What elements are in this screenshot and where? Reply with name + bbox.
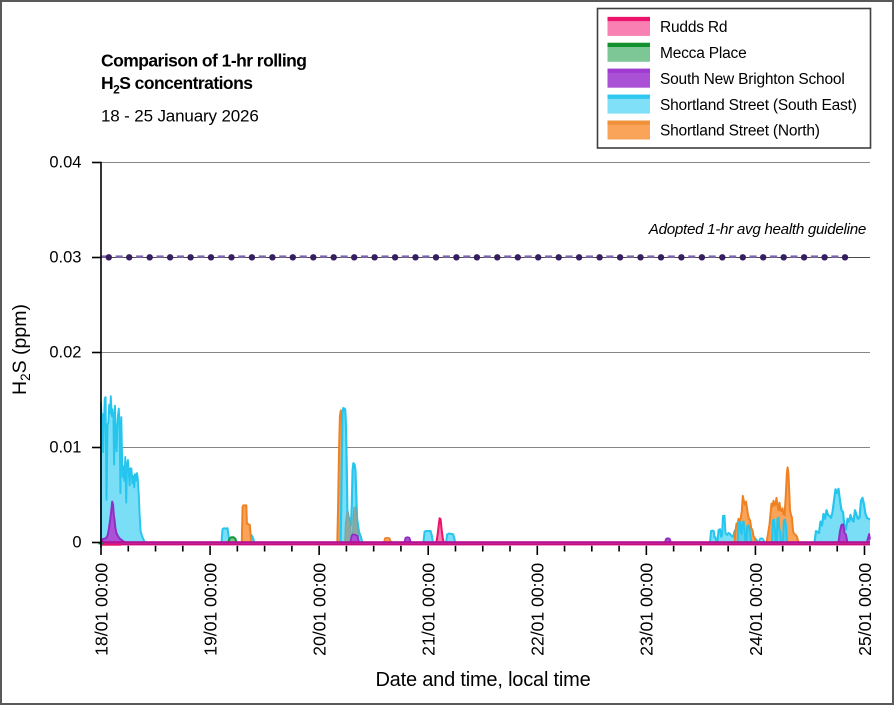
- svg-text:18/01 00:00: 18/01 00:00: [91, 563, 111, 656]
- svg-text:0.04: 0.04: [49, 153, 81, 171]
- svg-text:H2S concentrations: H2S concentrations: [101, 73, 253, 97]
- svg-text:24/01 00:00: 24/01 00:00: [746, 563, 766, 656]
- svg-text:Comparison of 1-hr rolling: Comparison of 1-hr rolling: [101, 51, 306, 71]
- svg-text:South New Brighton School: South New Brighton School: [660, 71, 845, 88]
- svg-text:23/01 00:00: 23/01 00:00: [637, 563, 657, 656]
- svg-text:0.03: 0.03: [49, 248, 81, 266]
- svg-text:18 - 25 January 2026: 18 - 25 January 2026: [101, 107, 259, 126]
- svg-text:Shortland Street (South East): Shortland Street (South East): [660, 97, 857, 114]
- svg-text:0.01: 0.01: [49, 438, 81, 456]
- svg-text:21/01 00:00: 21/01 00:00: [419, 563, 439, 656]
- svg-text:Date and time, local time: Date and time, local time: [375, 669, 590, 691]
- svg-text:0: 0: [72, 533, 81, 551]
- svg-text:20/01 00:00: 20/01 00:00: [310, 563, 330, 656]
- svg-text:H2S (ppm): H2S (ppm): [9, 304, 33, 395]
- svg-text:19/01 00:00: 19/01 00:00: [201, 563, 221, 656]
- svg-text:Rudds Rd: Rudds Rd: [660, 19, 727, 36]
- svg-text:Adopted 1-hr avg health guidel: Adopted 1-hr avg health guideline: [648, 221, 866, 238]
- svg-text:Shortland Street (North): Shortland Street (North): [660, 123, 820, 140]
- svg-text:25/01 00:00: 25/01 00:00: [855, 563, 875, 656]
- svg-text:22/01 00:00: 22/01 00:00: [528, 563, 548, 656]
- svg-text:Mecca Place: Mecca Place: [660, 45, 747, 62]
- svg-text:0.02: 0.02: [49, 343, 81, 361]
